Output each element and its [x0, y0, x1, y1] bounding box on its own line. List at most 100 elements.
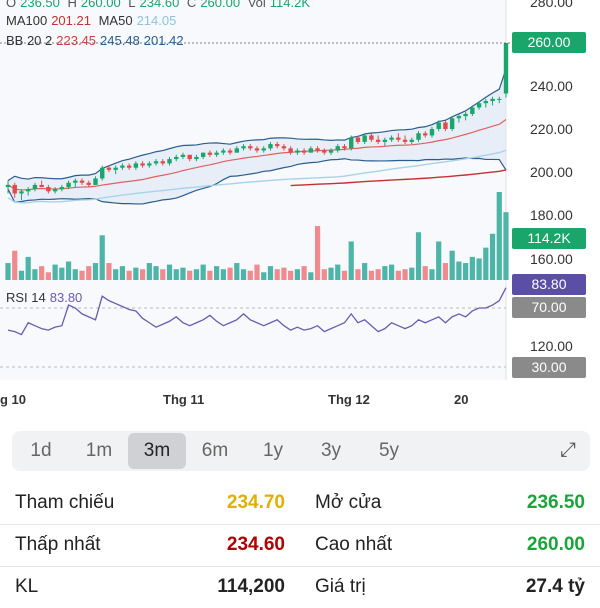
- candle-body: [429, 129, 435, 136]
- candle-body: [254, 148, 260, 151]
- range-1d-button[interactable]: 1d: [30, 440, 52, 461]
- candle-body: [187, 154, 192, 160]
- chart-area[interactable]: O 236.50 H 260.00 L 234.60 C 260.00 Vol 114.2…: [0, 0, 600, 415]
- volume-bar: [173, 269, 179, 280]
- ohlc-legend: O 236.50 H 260.00 L 234.60 C 260.00 Vol 114.2…: [6, 0, 314, 10]
- candle-body: [328, 150, 334, 153]
- candle-body: [153, 161, 159, 164]
- volume-bar: [72, 269, 78, 280]
- x-tick: Thg 11: [163, 392, 205, 407]
- candle-body: [126, 165, 132, 168]
- volume-bar: [18, 270, 25, 280]
- volume-bar: [489, 233, 496, 280]
- bb-mid-value: 223.45: [56, 33, 97, 48]
- volume-bar: [106, 263, 112, 280]
- volume-bar: [247, 270, 253, 280]
- high-price-value: 260.00: [526, 534, 585, 555]
- bb-label: BB 20 2: [6, 33, 53, 48]
- volume-bar: [45, 272, 51, 280]
- volume-bar: [234, 263, 240, 280]
- volume-bar: [254, 264, 260, 280]
- candle-body: [389, 137, 394, 140]
- candle-body: [194, 156, 199, 160]
- x-tick: g 10: [0, 392, 27, 407]
- candle-body: [234, 148, 240, 153]
- bb-legend: BB 20 2 223.45 245.48 201.42: [6, 33, 188, 48]
- volume-bar: [503, 212, 509, 280]
- volume-bar: [32, 269, 38, 280]
- volume-bar: [415, 232, 422, 280]
- candle-body: [342, 146, 347, 149]
- candle-body: [32, 184, 38, 190]
- candle-body: [86, 182, 91, 185]
- candle-body: [288, 148, 293, 153]
- candle-body: [133, 163, 139, 168]
- candle-body: [490, 98, 495, 102]
- range-5y-button[interactable]: 5y: [378, 440, 400, 461]
- x-tick: Thg 12: [328, 392, 370, 407]
- candle-body: [456, 116, 462, 119]
- rsi-line: [7, 287, 507, 336]
- expand-icon[interactable]: ⤢: [560, 439, 576, 461]
- bb-low-value: 201.42: [143, 33, 184, 48]
- volume-bar: [160, 269, 166, 280]
- volume-bar: [25, 256, 31, 280]
- stats-row: KL 114,200 Giá trị 27.4 tỷ: [0, 566, 600, 608]
- volume-bar: [193, 269, 200, 280]
- candle-body: [227, 150, 233, 153]
- volume-bar: [139, 269, 146, 280]
- ma100-value: 201.21: [51, 13, 91, 28]
- candle-body: [322, 150, 327, 153]
- volume-bar: [220, 269, 226, 280]
- candle-body: [100, 167, 105, 179]
- candle-body: [79, 180, 85, 183]
- candle-body: [248, 146, 253, 149]
- range-3m-button[interactable]: 3m: [128, 433, 186, 469]
- price-tick: 200.00: [530, 164, 573, 180]
- volume-bar: [456, 261, 462, 280]
- volume-bar: [166, 264, 173, 280]
- volume-badge: 114.2K: [512, 228, 586, 249]
- volume-bar: [388, 264, 395, 280]
- candle-body: [207, 152, 213, 155]
- candle-body: [106, 167, 112, 170]
- candle-body: [443, 122, 448, 129]
- open-value: 236.50: [20, 0, 60, 10]
- close-value: 260.00: [200, 0, 241, 10]
- candle-body: [470, 107, 475, 114]
- volume-bar: [483, 247, 489, 280]
- bb-fill: [8, 68, 506, 204]
- range-1m-button[interactable]: 1m: [85, 440, 113, 461]
- volume-bar: [368, 270, 375, 280]
- rsi-lower-badge: 30.00: [512, 357, 586, 378]
- candle-body: [295, 150, 300, 153]
- candle-body: [274, 144, 280, 147]
- price-badge: 260.00: [512, 32, 586, 53]
- volume-bar: [362, 263, 368, 280]
- volume-bar: [153, 266, 159, 280]
- ma50-label: MA50: [98, 13, 133, 28]
- price-chart[interactable]: [0, 0, 600, 415]
- candle-body: [140, 163, 145, 166]
- range-6m-button[interactable]: 6m: [201, 440, 229, 461]
- volume-bar: [200, 264, 206, 280]
- candle-body: [200, 152, 206, 157]
- volume-bar: [5, 263, 11, 280]
- volume-bar: [59, 267, 65, 280]
- volume-bar: [301, 266, 307, 280]
- volume-bar: [119, 266, 126, 280]
- candle-body: [315, 148, 320, 151]
- range-1y-button[interactable]: 1y: [262, 440, 284, 461]
- candle-body: [214, 152, 219, 155]
- volume-bar: [52, 264, 58, 280]
- candle-body: [241, 146, 246, 149]
- volume-bar: [348, 241, 354, 280]
- stats-row: Thấp nhất 234.60 Cao nhất 260.00: [0, 524, 600, 567]
- ref-price-label: Tham chiếu: [15, 492, 115, 513]
- volume-bar: [395, 270, 401, 280]
- volume-bar: [314, 226, 321, 280]
- range-3y-button[interactable]: 3y: [320, 440, 342, 461]
- candle-body: [59, 187, 65, 190]
- volume-bar: [79, 270, 85, 280]
- volume-bar: [227, 267, 233, 280]
